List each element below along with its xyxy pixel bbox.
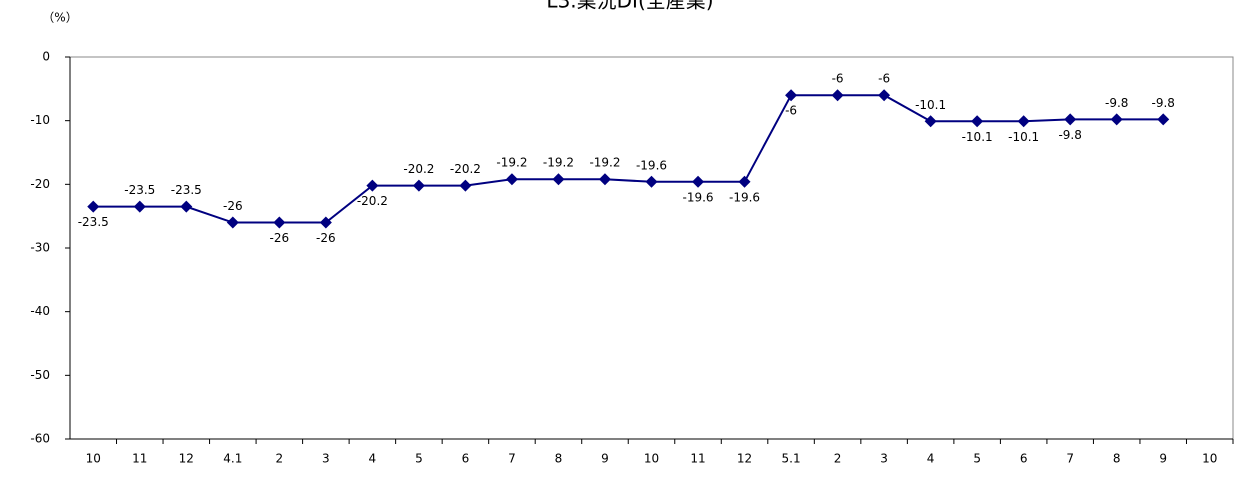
x-tick-label: 5: [973, 452, 981, 466]
marker: [1110, 113, 1123, 126]
data-label: -23.5: [124, 183, 155, 197]
x-tick-label: 7: [508, 452, 516, 466]
data-label: -26: [223, 199, 243, 213]
marker: [785, 89, 798, 102]
x-tick-label: 10: [86, 452, 101, 466]
marker: [924, 115, 937, 128]
data-label: -9.8: [1058, 128, 1081, 142]
marker: [87, 200, 100, 213]
marker: [319, 216, 332, 229]
x-tick-label: 11: [132, 452, 147, 466]
marker: [738, 175, 751, 188]
marker: [505, 173, 518, 186]
data-label: -10.1: [962, 130, 993, 144]
y-tick-label: -20: [30, 177, 50, 191]
data-label: -19.2: [589, 156, 620, 170]
data-label: -10.1: [915, 98, 946, 112]
plot-frame: [69, 56, 1234, 440]
marker: [133, 200, 146, 213]
y-tick-label: -60: [30, 432, 50, 446]
marker: [180, 200, 193, 213]
x-tick-label: 2: [834, 452, 842, 466]
y-tick-label: -10: [30, 113, 50, 127]
y-tick-label: -50: [30, 368, 50, 382]
data-label: -26: [270, 231, 290, 245]
data-label: -10.1: [1008, 130, 1039, 144]
x-tick-label: 6: [462, 452, 470, 466]
x-tick-label: 11: [690, 452, 705, 466]
x-tick-label: 9: [601, 452, 609, 466]
data-label: -26: [316, 231, 336, 245]
data-label: -23.5: [78, 215, 109, 229]
x-tick-label: 3: [880, 452, 888, 466]
data-label: -20.2: [403, 162, 434, 176]
data-label: -20.2: [357, 194, 388, 208]
data-label: -9.8: [1152, 96, 1175, 110]
marker: [645, 175, 658, 188]
marker: [1157, 113, 1170, 126]
x-tick-label: 8: [555, 452, 563, 466]
marker: [226, 216, 239, 229]
x-tick-label: 12: [179, 452, 194, 466]
marker: [878, 89, 891, 102]
marker: [692, 175, 705, 188]
x-tick-label: 4: [369, 452, 377, 466]
line: [93, 94, 1164, 224]
chart-title: L3.業況DI(全産業): [546, 0, 713, 13]
y-tick-label: -40: [30, 304, 50, 318]
data-label: -6: [878, 72, 890, 86]
marker: [273, 216, 286, 229]
marker: [971, 115, 984, 128]
y-axis-label: （%）: [42, 11, 77, 25]
data-label: -19.2: [496, 156, 527, 170]
marker: [412, 179, 425, 192]
x-tick-label: 4.1: [223, 452, 242, 466]
data-label: -6: [832, 72, 844, 86]
x-tick-label: 12: [737, 452, 752, 466]
data-label: -19.2: [543, 156, 574, 170]
x-tick-label: 10: [644, 452, 659, 466]
y-tick-label: -30: [30, 241, 50, 255]
x-tick-label: 9: [1159, 452, 1167, 466]
x-tick-label: 7: [1066, 452, 1074, 466]
x-tick-label: 8: [1113, 452, 1121, 466]
x-tick-label: 2: [276, 452, 284, 466]
x-tick-label: 5: [415, 452, 423, 466]
y-tick-label: 0: [42, 50, 50, 64]
data-label: -19.6: [636, 158, 667, 172]
data-label: -19.6: [729, 190, 760, 204]
data-label: -9.8: [1105, 96, 1128, 110]
marker: [459, 179, 472, 192]
marker: [831, 89, 844, 102]
data-label: -20.2: [450, 162, 481, 176]
marker: [1064, 113, 1077, 126]
marker: [366, 179, 379, 192]
x-tick-label: 10: [1202, 452, 1217, 466]
marker: [1017, 115, 1030, 128]
marker: [598, 173, 611, 186]
x-tick-label: 6: [1020, 452, 1028, 466]
data-label: -6: [785, 104, 797, 118]
data-label: -23.5: [171, 183, 202, 197]
x-tick-label: 5.1: [782, 452, 801, 466]
x-tick-label: 4: [927, 452, 935, 466]
marker: [552, 173, 565, 186]
data-label: -19.6: [682, 190, 713, 204]
x-tick-label: 3: [322, 452, 330, 466]
